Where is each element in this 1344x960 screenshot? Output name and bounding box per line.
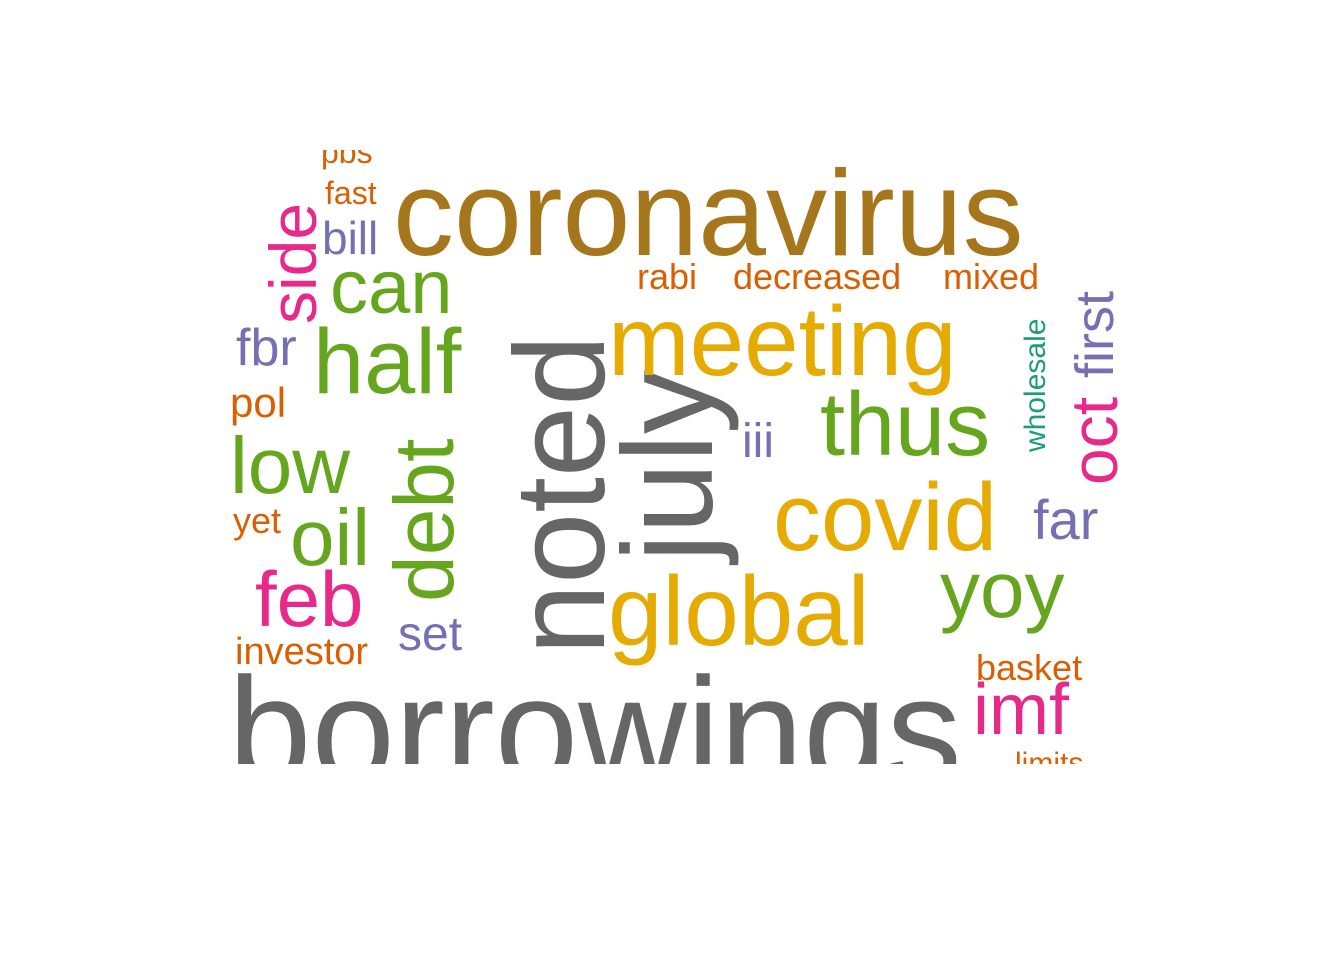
word-low: low — [230, 421, 351, 510]
word-yet: yet — [233, 500, 282, 541]
word-covid: covid — [773, 464, 998, 571]
word-half: half — [313, 311, 462, 413]
word-fast: fast — [325, 175, 377, 211]
word-meeting: meeting — [608, 286, 957, 396]
word-mixed: mixed — [943, 256, 1040, 297]
word-imf: imf — [973, 670, 1069, 750]
word-cloud-area: coronavirus borrowings noted july meetin… — [225, 150, 1125, 764]
word-feb: feb — [255, 555, 364, 643]
word-rabi: rabi — [637, 256, 698, 297]
word-borrowings: borrowings — [228, 646, 962, 764]
word-pol: pol — [230, 379, 287, 426]
word-thus: thus — [820, 375, 991, 475]
word-pbs: pbs — [321, 150, 373, 170]
word-debt: debt — [377, 438, 471, 603]
word-side: side — [256, 202, 330, 324]
word-investor: investor — [235, 631, 369, 673]
word-global: global — [608, 556, 870, 666]
word-fbr: fbr — [236, 319, 297, 377]
word-limits: limits — [1015, 747, 1084, 765]
word-july: july — [597, 369, 740, 562]
word-coronavirus: coronavirus — [393, 150, 1024, 281]
word-first: first — [1065, 291, 1125, 378]
word-wholesale: wholesale — [1019, 318, 1052, 452]
word-basket: basket — [976, 647, 1083, 688]
word-decreased: decreased — [733, 256, 902, 297]
word-yoy: yoy — [940, 545, 1065, 634]
word-set: set — [398, 608, 463, 661]
word-oct: oct — [1057, 396, 1125, 485]
word-oil: oil — [290, 493, 371, 582]
word-iii: iii — [742, 415, 774, 468]
word-far: far — [1033, 488, 1099, 551]
word-can: can — [330, 245, 453, 330]
word-bill: bill — [322, 212, 379, 264]
